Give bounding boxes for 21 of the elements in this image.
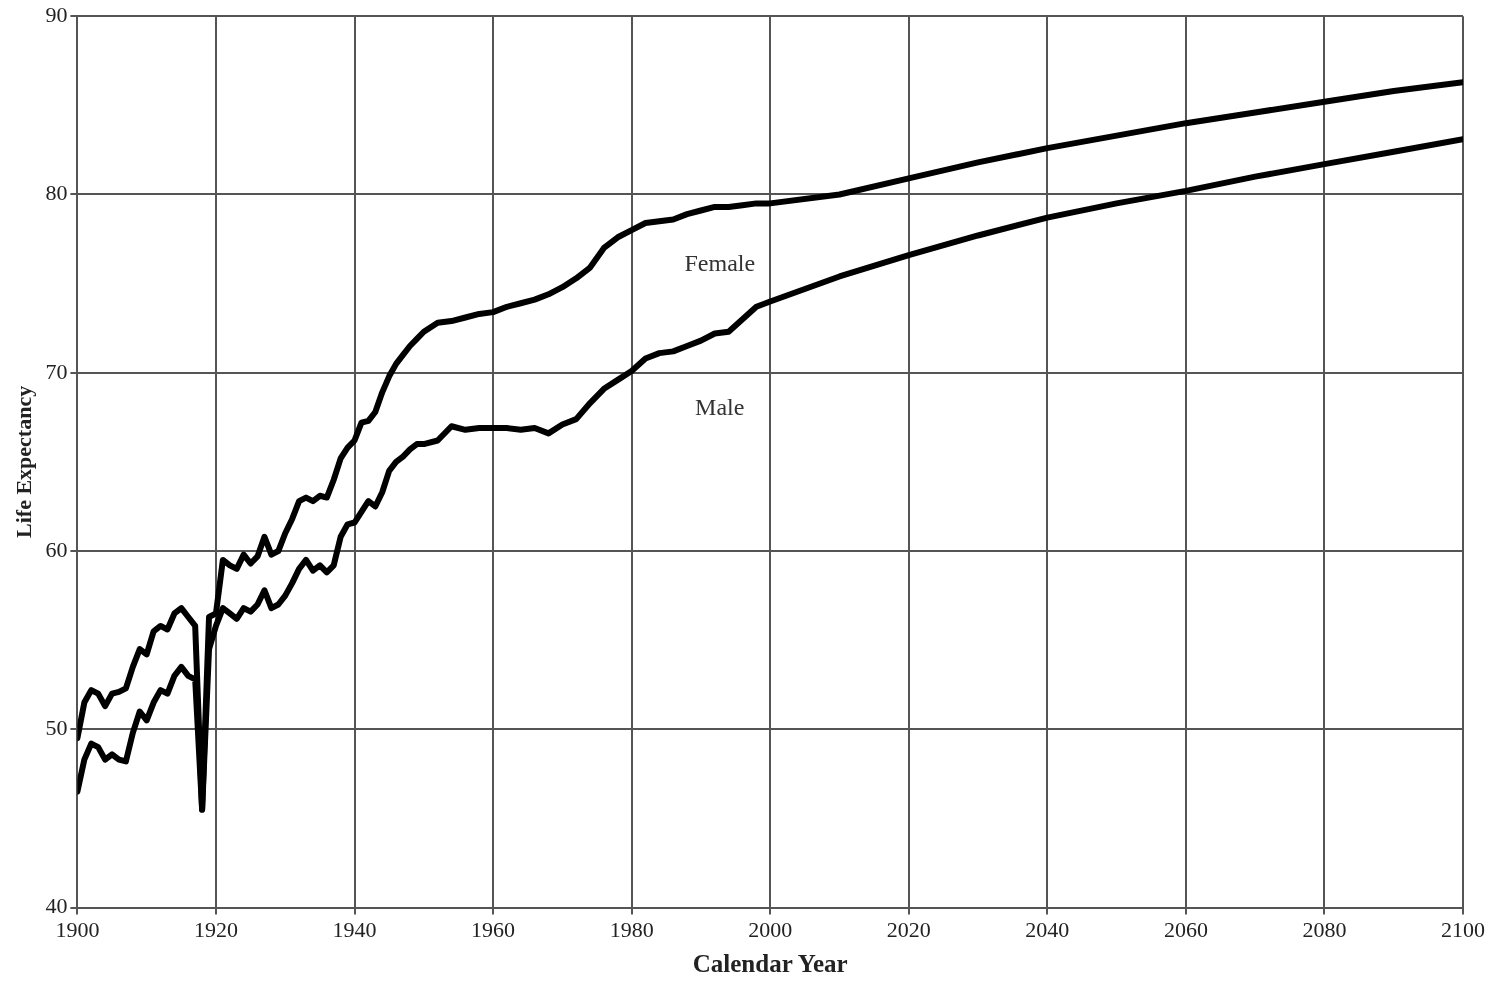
- x-tick-label: 1940: [332, 916, 377, 942]
- y-tick-label: 40: [45, 893, 68, 919]
- x-tick-label: 2060: [1163, 916, 1208, 942]
- x-tick-label: 1900: [55, 916, 100, 942]
- x-tick-label: 1960: [471, 916, 516, 942]
- x-tick-label: 1920: [193, 916, 238, 942]
- y-tick-label: 50: [45, 715, 68, 741]
- y-axis-title: Life Expectancy: [10, 385, 36, 538]
- series-label: Female: [684, 250, 756, 277]
- x-tick-label: 1980: [609, 916, 654, 942]
- x-tick-label: 2020: [886, 916, 931, 942]
- series-label: Male: [695, 393, 745, 420]
- x-tick-label: 2040: [1025, 916, 1070, 942]
- y-tick-label: 70: [45, 358, 68, 384]
- x-tick-label: 2000: [748, 916, 793, 942]
- x-tick-label: 2080: [1302, 916, 1347, 942]
- x-axis-title: Calendar Year: [692, 950, 848, 978]
- y-tick-label: 90: [45, 1, 68, 27]
- x-tick-label: 2100: [1441, 916, 1485, 942]
- y-tick-label: 60: [45, 536, 68, 562]
- y-tick-label: 80: [45, 180, 68, 206]
